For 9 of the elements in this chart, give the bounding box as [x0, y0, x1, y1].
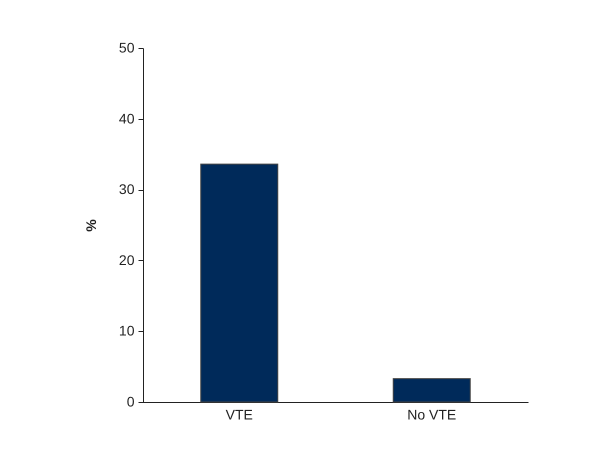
y-tick-label: 30	[118, 181, 135, 198]
y-tick-label: 50	[118, 40, 135, 56]
y-tick-label: 20	[118, 252, 135, 268]
x-tick-label: VTE	[226, 406, 253, 422]
y-axis-title: %	[82, 218, 99, 232]
y-tick-label: 40	[118, 110, 135, 126]
y-tick-label: 0	[126, 394, 135, 410]
x-tick-label: No VTE	[407, 406, 456, 422]
y-tick-label: 10	[118, 322, 135, 339]
